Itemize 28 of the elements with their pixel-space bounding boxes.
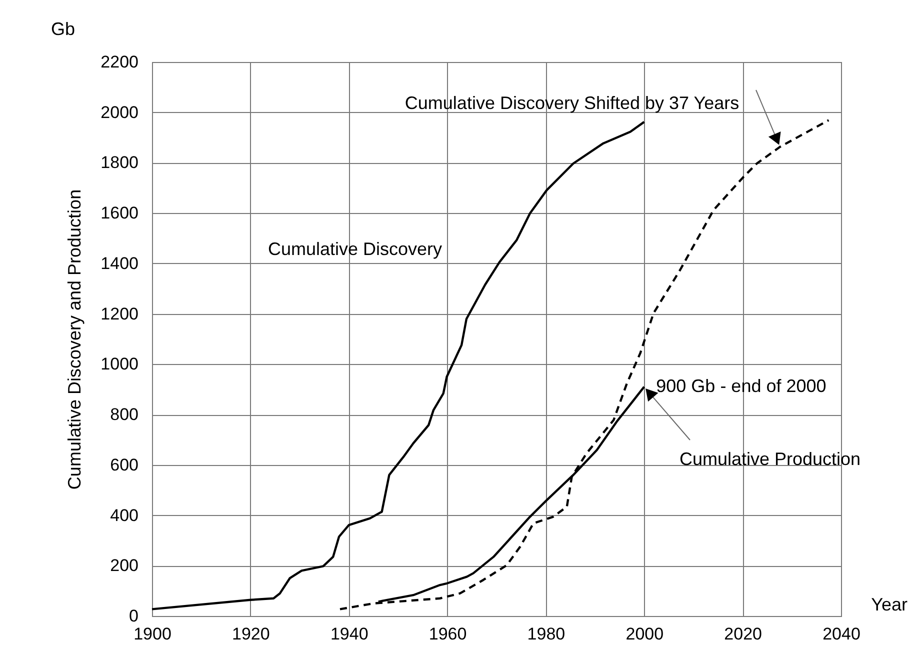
x-tick-label: 2040: [822, 624, 860, 644]
y-tick-label: 600: [110, 455, 138, 474]
x-tick-label: 2020: [724, 624, 762, 644]
y-tick-label: 2000: [100, 102, 138, 122]
x-tick-label: 1960: [428, 624, 467, 644]
text: Cumulative Production: [679, 449, 861, 469]
x-tick-label: 1940: [330, 624, 368, 644]
y-tick-label: 1400: [100, 254, 138, 273]
y-tick-label: 200: [110, 556, 138, 576]
y-tick-label: 1000: [100, 354, 138, 374]
text: Cumulative Discovery Shifted by 37 Years: [404, 93, 740, 113]
y-tick-label: 1600: [100, 204, 138, 223]
y-axis-title: Cumulative Discovery and Production: [64, 189, 85, 490]
x-tick-label: 2000: [626, 624, 664, 644]
x-tick-label: 1980: [527, 624, 566, 644]
y-tick-label: 0: [129, 606, 138, 626]
y-tick-label: 400: [110, 506, 138, 525]
line-series: [150, 120, 646, 610]
annotation: 900 Gb - end of 2000: [656, 376, 826, 396]
x-tick-label: 1900: [134, 624, 172, 644]
y-tick-label: 2200: [100, 52, 138, 72]
x-tick-label: 1920: [232, 624, 270, 644]
y-tick-label: 1200: [100, 304, 138, 324]
y-tick-label: 800: [110, 405, 138, 424]
text: Gb: [50, 19, 76, 39]
text: Cumulative Discovery: [268, 239, 442, 259]
x-axis-title: Year: [871, 594, 908, 614]
y-tick-label: 1800: [100, 153, 138, 172]
